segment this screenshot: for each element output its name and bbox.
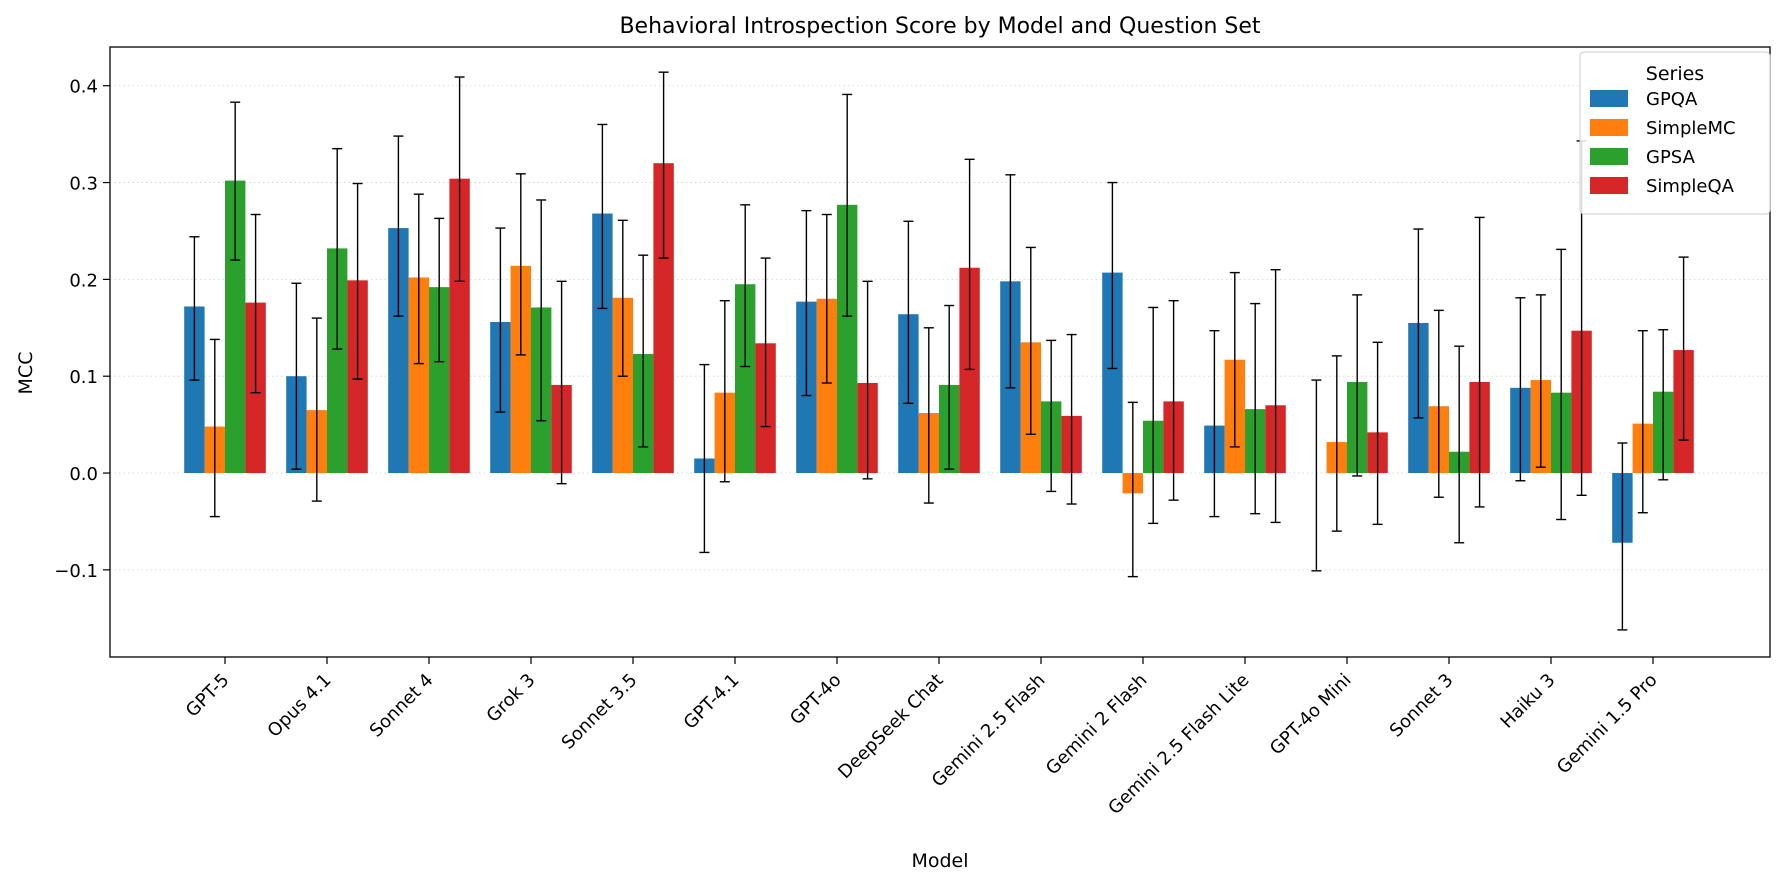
bar-gpsa — [429, 287, 450, 474]
legend-label-gpqa: GPQA — [1646, 89, 1698, 110]
x-tick-label: Sonnet 3 — [1386, 670, 1458, 742]
errorbar-layer — [189, 71, 1689, 631]
legend-swatch-gpqa — [1590, 90, 1628, 107]
x-tick-label: GPT-5 — [182, 670, 234, 722]
legend-title: Series — [1646, 63, 1704, 85]
legend-label-simpleqa: SimpleQA — [1646, 176, 1735, 197]
legend-label-simplemc: SimpleMC — [1646, 118, 1736, 139]
y-tick-label: 0.4 — [69, 77, 98, 98]
legend-swatch-simplemc — [1590, 119, 1628, 136]
bar-simplemc — [612, 297, 633, 474]
y-tick-label: 0.3 — [69, 174, 98, 195]
x-tick-label: GPT-4.1 — [680, 670, 744, 734]
bar-gpsa — [327, 248, 348, 474]
plot-frame — [109, 46, 1771, 658]
bar-gpsa — [735, 284, 756, 474]
bar-gpqa — [1102, 272, 1123, 474]
bar-simplemc — [816, 298, 837, 474]
legend: Series GPQA SimpleMC GPSA SimpleQA — [1579, 51, 1771, 215]
y-tick-label: −0.1 — [54, 561, 98, 582]
legend-swatch-gpsa — [1590, 148, 1628, 165]
x-tick-label: Gemini 2.5 Flash — [928, 670, 1050, 792]
x-tick-label: Gemini 1.5 Pro — [1553, 670, 1662, 779]
x-tick-label: GPT-4o Mini — [1266, 670, 1356, 760]
bar-simpleqa — [959, 267, 980, 474]
legend-swatch-simpleqa — [1590, 177, 1628, 194]
x-tick-label: Grok 3 — [483, 670, 540, 727]
x-tick-label: DeepSeek Chat — [834, 670, 947, 783]
y-tick-label: 0.2 — [69, 270, 98, 291]
bar-gpsa — [837, 204, 858, 474]
legend-items: GPQA SimpleMC GPSA SimpleQA — [1590, 89, 1736, 197]
x-tick-label: Haiku 3 — [1497, 670, 1560, 733]
x-tick-label: Sonnet 4 — [366, 670, 438, 742]
bar-simplemc — [408, 277, 429, 474]
y-axis-label: MCC — [15, 352, 37, 395]
y-tick-label: 0.0 — [69, 464, 98, 485]
bar-layer — [184, 163, 1694, 543]
bar-simplemc — [510, 265, 531, 474]
bar-simpleqa — [449, 178, 470, 474]
bar-gpqa — [388, 228, 409, 474]
x-tick-label: GPT-4o — [786, 670, 845, 729]
bar-simpleqa — [653, 163, 674, 474]
x-tick-label: Gemini 2 Flash — [1042, 670, 1152, 780]
legend-label-gpsa: GPSA — [1646, 147, 1696, 168]
x-tick-label: Sonnet 3.5 — [558, 670, 642, 754]
chart-title: Behavioral Introspection Score by Model … — [619, 14, 1260, 39]
x-axis-label: Model — [911, 850, 968, 872]
bar-gpqa — [592, 213, 613, 474]
x-tick-label: Opus 4.1 — [264, 670, 336, 742]
bar-gpsa — [225, 180, 246, 474]
y-tick-label: 0.1 — [69, 367, 98, 388]
bar-gpqa — [184, 306, 205, 474]
